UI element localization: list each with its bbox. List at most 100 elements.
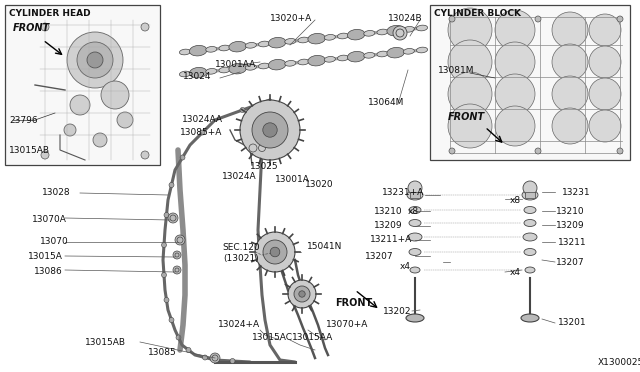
Ellipse shape [409,206,421,214]
Text: 13207: 13207 [365,252,394,261]
Text: 13028: 13028 [42,188,70,197]
Circle shape [495,74,535,114]
Circle shape [255,232,295,272]
Ellipse shape [298,59,309,65]
Bar [5,5,160,165]
Text: 13085: 13085 [148,348,177,357]
Text: 13231: 13231 [562,188,591,197]
Text: X1300025: X1300025 [598,358,640,367]
Circle shape [101,81,129,109]
Circle shape [77,42,113,78]
Text: 13020+A: 13020+A [270,14,312,23]
Text: FRONT: FRONT [335,298,372,308]
Circle shape [408,181,422,195]
Text: 13001AA: 13001AA [215,60,256,69]
Ellipse shape [364,52,375,58]
Ellipse shape [523,233,537,241]
Ellipse shape [337,55,349,61]
Ellipse shape [205,46,217,52]
Ellipse shape [268,60,286,70]
Ellipse shape [409,248,421,256]
Text: CYLINDER HEAD: CYLINDER HEAD [9,9,91,18]
Ellipse shape [298,37,309,43]
Circle shape [449,16,455,22]
Text: x4: x4 [510,268,521,277]
Ellipse shape [189,45,207,56]
Ellipse shape [524,206,536,214]
Circle shape [393,26,407,40]
Text: 13081M: 13081M [438,66,474,75]
Ellipse shape [259,41,269,47]
Ellipse shape [521,314,539,322]
Ellipse shape [268,38,286,48]
Ellipse shape [522,190,538,200]
Circle shape [175,268,179,272]
Ellipse shape [245,42,257,48]
Circle shape [448,72,492,116]
Ellipse shape [348,51,365,62]
Ellipse shape [324,57,335,62]
Ellipse shape [387,25,404,36]
Text: 13209: 13209 [374,221,403,230]
Text: 13085+A: 13085+A [180,128,222,137]
Circle shape [589,46,621,78]
Ellipse shape [377,29,388,35]
Circle shape [449,148,455,154]
Circle shape [495,106,535,146]
Bar [525,192,535,198]
Text: 13201: 13201 [558,318,587,327]
Text: x4: x4 [400,262,411,271]
Text: 13086: 13086 [34,267,63,276]
Ellipse shape [403,48,415,54]
Ellipse shape [229,63,246,74]
Circle shape [41,23,49,31]
Circle shape [168,213,178,223]
Text: 13211: 13211 [558,238,587,247]
Circle shape [210,353,220,363]
Text: 13025: 13025 [250,162,278,171]
Ellipse shape [219,67,230,73]
Circle shape [552,108,588,144]
Text: SEC.120: SEC.120 [222,243,260,252]
Text: 13210: 13210 [374,207,403,216]
Text: 13015AB: 13015AB [9,146,50,155]
Ellipse shape [364,31,375,36]
Circle shape [177,237,183,243]
Text: x8: x8 [510,196,521,205]
Circle shape [617,148,623,154]
Text: 13024: 13024 [183,72,211,81]
Circle shape [176,335,181,340]
Circle shape [186,347,191,353]
Circle shape [117,112,133,128]
Ellipse shape [179,71,191,77]
Text: 13070: 13070 [40,237,68,246]
Circle shape [263,123,277,137]
Circle shape [535,148,541,154]
Ellipse shape [417,25,428,31]
Ellipse shape [403,26,415,32]
Circle shape [552,12,588,48]
Text: 13024B: 13024B [388,14,422,23]
Text: 13070A: 13070A [32,215,67,224]
Text: 13210: 13210 [556,207,584,216]
Ellipse shape [285,61,296,66]
Text: 13020: 13020 [305,180,333,189]
Circle shape [70,95,90,115]
Text: 13015AB: 13015AB [85,338,126,347]
Ellipse shape [245,64,257,70]
Ellipse shape [259,63,269,69]
Circle shape [495,10,535,50]
Text: 13024+A: 13024+A [218,320,260,329]
Ellipse shape [348,29,365,40]
Text: 13001A: 13001A [275,175,310,184]
Circle shape [180,155,185,160]
Ellipse shape [524,248,536,256]
Circle shape [589,110,621,142]
Circle shape [93,133,107,147]
Ellipse shape [377,51,388,57]
Ellipse shape [417,47,428,53]
Circle shape [617,16,623,22]
Circle shape [161,243,166,247]
Circle shape [299,291,305,297]
Text: 13207: 13207 [556,258,584,267]
